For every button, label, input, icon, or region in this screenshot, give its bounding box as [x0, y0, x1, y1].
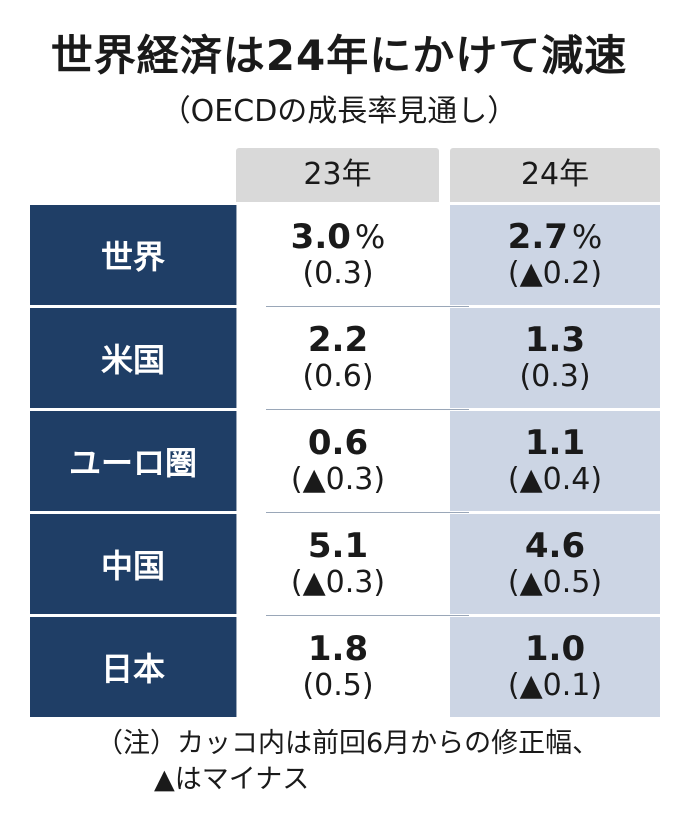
table-row-china: 中国 5.1 (▲0.3) 4.6 (▲0.5): [30, 514, 660, 614]
row-divider: [30, 511, 660, 514]
change-24: (▲0.5): [507, 565, 603, 600]
value-24: 4.6: [524, 526, 586, 566]
cell-23: 3.0% (0.3): [236, 205, 439, 305]
row-label: 世界: [30, 205, 236, 305]
cell-23: 2.2 (0.6): [236, 308, 439, 408]
row-divider: [30, 614, 660, 617]
cell-24: 1.0 (▲0.1): [450, 617, 660, 717]
change-23: (0.6): [302, 359, 374, 394]
row-label: ユーロ圏: [30, 411, 236, 511]
change-23: (▲0.3): [290, 462, 386, 497]
change-23: (0.5): [302, 668, 374, 703]
footnote-line-2: ▲はマイナス: [154, 764, 310, 795]
value-23: 1.8: [307, 629, 369, 669]
cell-24: 2.7% (▲0.2): [450, 205, 660, 305]
table-row-world: 世界 3.0% (0.3) 2.7% (▲0.2): [30, 205, 660, 305]
unit-24: %: [571, 218, 603, 256]
table-row-eurozone: ユーロ圏 0.6 (▲0.3) 1.1 (▲0.4): [30, 411, 660, 511]
footnote-line-1: （注）カッコ内は前回6月からの修正幅、: [96, 728, 600, 759]
cell-24: 4.6 (▲0.5): [450, 514, 660, 614]
cell-23: 1.8 (0.5): [236, 617, 439, 717]
change-24: (0.3): [519, 359, 591, 394]
change-24: (▲0.1): [507, 668, 603, 703]
value-23: 2.2: [307, 320, 369, 360]
page-subtitle: （OECDの成長率見通し）: [160, 94, 518, 129]
page-title: 世界経済は24年にかけて減速: [50, 31, 628, 80]
row-label: 中国: [30, 514, 236, 614]
table-row-japan: 日本 1.8 (0.5) 1.0 (▲0.1): [30, 617, 660, 717]
value-23: 0.6: [307, 423, 369, 463]
row-label: 米国: [30, 308, 236, 408]
cell-23: 0.6 (▲0.3): [236, 411, 439, 511]
column-header-23: 23年: [236, 148, 439, 202]
table-row-us: 米国 2.2 (0.6) 1.3 (0.3): [30, 308, 660, 408]
cell-24: 1.1 (▲0.4): [450, 411, 660, 511]
value-24: 1.3: [524, 320, 586, 360]
column-header-24: 24年: [450, 148, 660, 202]
row-label: 日本: [30, 617, 236, 717]
change-23: (0.3): [302, 256, 374, 291]
change-23: (▲0.3): [290, 565, 386, 600]
value-24: 1.0: [524, 629, 586, 669]
value-24: 1.1: [524, 423, 586, 463]
cell-23: 5.1 (▲0.3): [236, 514, 439, 614]
value-24: 2.7%: [507, 217, 603, 257]
footnote: （注）カッコ内は前回6月からの修正幅、 ▲はマイナス: [96, 726, 599, 798]
change-24: (▲0.4): [507, 462, 603, 497]
row-divider: [30, 305, 660, 308]
cell-24: 1.3 (0.3): [450, 308, 660, 408]
change-24: (▲0.2): [507, 256, 603, 291]
unit-23: %: [354, 218, 386, 256]
value-23: 5.1: [307, 526, 369, 566]
value-23: 3.0%: [290, 217, 386, 257]
row-divider: [30, 408, 660, 411]
